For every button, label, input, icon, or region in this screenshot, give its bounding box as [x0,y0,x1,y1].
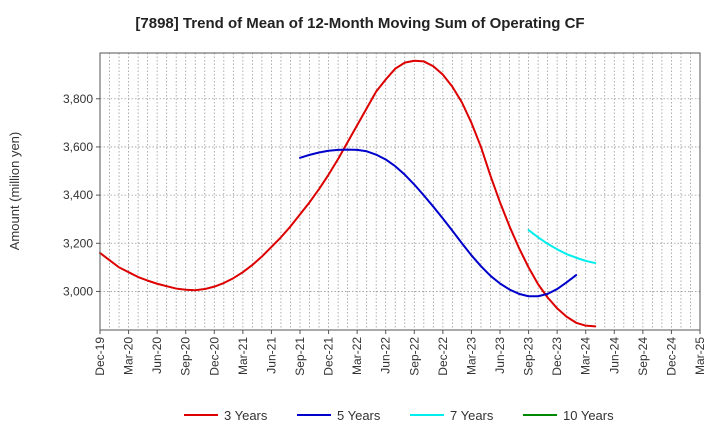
y-tick-label: 3,800 [63,92,93,106]
x-tick-label: Jun-20 [150,337,164,374]
legend-label: 10 Years [563,408,614,423]
grid-lines [100,53,700,330]
legend-item-7-years: 7 Years [410,408,494,423]
series-line-3-years [99,59,597,328]
legend-item-3-years: 3 Years [184,408,268,423]
x-tick-labels: Dec-19 Mar-20 Jun-20 Sep-20 Dec-20 Mar-21 Jun-… [93,330,707,376]
legend-label: 5 Years [337,408,381,423]
legend: 3 Years 5 Years 7 Years 10 Years [184,408,614,423]
plot-frame [99,52,701,331]
x-tick-label: Jun-22 [379,337,393,374]
x-tick-label: Jun-23 [493,337,507,374]
x-tick-label: Dec-19 [93,337,107,376]
legend-item-5-years: 5 Years [297,408,381,423]
series-line-5-years [299,148,578,298]
legend-label: 7 Years [450,408,494,423]
x-tick-label: Mar-25 [693,337,707,375]
x-tick-label: Sep-23 [522,337,536,376]
x-tick-label: Sep-24 [636,337,650,376]
x-tick-label: Dec-22 [436,337,450,376]
y-tick-label: 3,400 [63,188,93,202]
x-tick-label: Sep-21 [293,337,307,376]
y-tick-labels: 3,000 3,200 3,400 3,600 3,800 [63,92,100,298]
legend-item-10-years: 10 Years [523,408,614,423]
x-tick-label: Mar-23 [464,337,478,375]
x-tick-label: Mar-21 [236,337,250,375]
x-tick-label: Dec-21 [322,337,336,376]
x-tick-label: Jun-21 [264,337,278,374]
chart-title: [7898] Trend of Mean of 12-Month Moving … [135,15,584,32]
legend-label: 3 Years [224,408,268,423]
x-tick-label: Sep-20 [179,337,193,376]
y-axis-label: Amount (million yen) [7,132,22,251]
series-lines [99,59,597,328]
x-tick-label: Jun-24 [607,337,621,374]
x-tick-label: Mar-24 [579,337,593,375]
plot-area [100,53,700,330]
x-tick-label: Dec-24 [664,337,678,376]
x-tick-label: Dec-20 [207,337,221,376]
x-tick-label: Sep-22 [407,337,421,376]
x-tick-label: Mar-20 [122,337,136,375]
y-tick-label: 3,600 [63,140,93,154]
x-tick-label: Dec-23 [550,337,564,376]
x-tick-label: Mar-22 [350,337,364,375]
y-tick-label: 3,000 [63,284,93,298]
series-line-7-years [527,229,597,265]
y-tick-label: 3,200 [63,236,93,250]
